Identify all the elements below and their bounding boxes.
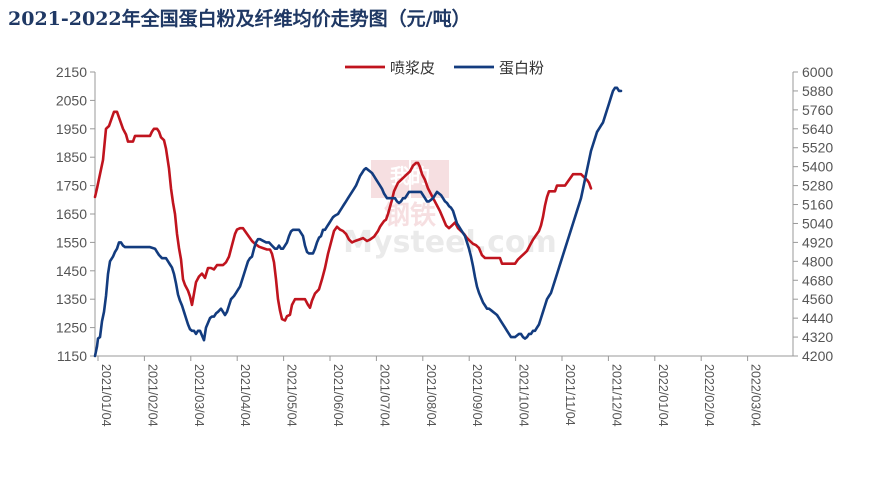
right-tick-label: 5040 — [802, 215, 833, 231]
x-tick-label: 2021/09/04 — [470, 364, 484, 427]
right-tick-label: 5160 — [802, 197, 833, 213]
x-tick-label: 2022/02/04 — [702, 364, 716, 427]
right-tick-label: 4200 — [802, 348, 833, 364]
left-tick-label: 1750 — [56, 178, 87, 194]
chart-axes: 1150 1250 1350 1450 1550 1650 1750 1850 1950 2050… — [56, 64, 834, 427]
series-line-pengjiangpi — [93, 110, 593, 322]
x-tick-label: 2021/03/04 — [192, 364, 206, 427]
right-tick-label: 4800 — [802, 253, 833, 269]
left-tick-label: 1250 — [56, 320, 87, 336]
right-tick-label: 5400 — [802, 159, 833, 175]
left-tick-label: 2050 — [56, 92, 87, 108]
chart-title: 2021-2022年全国蛋白粉及纤维均价走势图（元/吨） — [8, 8, 471, 30]
x-tick-label: 2021/10/04 — [517, 364, 531, 427]
watermark-logo-subtext: 钢铁 — [384, 200, 436, 231]
x-tick-label: 2021/12/04 — [609, 364, 623, 427]
right-tick-label: 4320 — [802, 329, 833, 345]
chart-series-layer — [93, 86, 623, 358]
x-tick-label: 2021/02/04 — [145, 364, 159, 427]
chart-legend: 喷浆皮 蛋白粉 — [345, 59, 544, 77]
legend-label-0: 喷浆皮 — [390, 59, 435, 77]
x-tick-label: 2021/08/04 — [424, 364, 438, 427]
left-tick-label: 1850 — [56, 149, 87, 165]
left-tick-label: 1650 — [56, 206, 87, 222]
right-tick-label: 5880 — [802, 83, 833, 99]
x-tick-label: 2022/01/04 — [656, 364, 670, 427]
left-tick-label: 1450 — [56, 263, 87, 279]
x-tick-label: 2022/03/04 — [749, 364, 763, 427]
x-tick-label: 2021/06/04 — [331, 364, 345, 427]
x-tick-label: 2021/01/04 — [99, 364, 113, 427]
left-tick-label: 1550 — [56, 234, 87, 250]
left-tick-label: 2150 — [56, 64, 87, 80]
right-tick-label: 4560 — [802, 291, 833, 307]
x-tick-label: 2021/05/04 — [285, 364, 299, 427]
series-line-danbaifen — [93, 86, 623, 358]
left-tick-label: 1350 — [56, 291, 87, 307]
right-tick-label: 4680 — [802, 272, 833, 288]
right-tick-label: 4440 — [802, 310, 833, 326]
right-tick-label: 5640 — [802, 121, 833, 137]
x-tick-label: 2021/04/04 — [238, 364, 252, 427]
right-tick-label: 5280 — [802, 178, 833, 194]
x-tick-label: 2021/07/04 — [377, 364, 391, 427]
left-tick-label: 1950 — [56, 121, 87, 137]
right-tick-label: 4920 — [802, 234, 833, 250]
left-tick-label: 1150 — [57, 348, 87, 364]
x-tick-label: 2021/11/04 — [563, 364, 577, 426]
right-tick-label: 5760 — [802, 102, 833, 118]
right-tick-label: 5520 — [802, 140, 833, 156]
legend-label-1: 蛋白粉 — [499, 59, 544, 77]
right-tick-label: 6000 — [802, 64, 833, 80]
mysteel-watermark: 我的 钢铁 Mysteel.com — [343, 160, 557, 260]
